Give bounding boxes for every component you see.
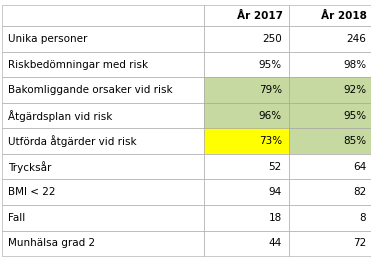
Bar xyxy=(2,77,204,103)
Text: 98%: 98% xyxy=(343,60,366,70)
Bar xyxy=(204,231,289,256)
Bar xyxy=(204,26,289,52)
Bar xyxy=(204,52,289,77)
Text: Riskbedömningar med risk: Riskbedömningar med risk xyxy=(8,60,148,70)
Text: 94: 94 xyxy=(269,187,282,197)
Text: Utförda åtgärder vid risk: Utförda åtgärder vid risk xyxy=(8,135,137,147)
Text: BMI < 22: BMI < 22 xyxy=(8,187,55,197)
Bar xyxy=(2,103,204,128)
Bar xyxy=(2,5,204,26)
Bar xyxy=(2,154,204,179)
Bar xyxy=(2,128,204,154)
Text: 85%: 85% xyxy=(343,136,366,146)
Text: 96%: 96% xyxy=(259,111,282,121)
Bar xyxy=(289,5,371,26)
Bar xyxy=(289,154,371,179)
Bar xyxy=(204,179,289,205)
Text: 18: 18 xyxy=(269,213,282,223)
Bar xyxy=(289,179,371,205)
Text: 8: 8 xyxy=(359,213,366,223)
Bar xyxy=(204,77,289,103)
Bar xyxy=(204,5,289,26)
Text: Bakomliggande orsaker vid risk: Bakomliggande orsaker vid risk xyxy=(8,85,173,95)
Text: 73%: 73% xyxy=(259,136,282,146)
Bar xyxy=(2,179,204,205)
Bar xyxy=(2,231,204,256)
Bar xyxy=(289,52,371,77)
Bar xyxy=(289,26,371,52)
Bar xyxy=(204,103,289,128)
Bar xyxy=(2,26,204,52)
Text: 246: 246 xyxy=(346,34,366,44)
Bar xyxy=(289,231,371,256)
Text: Åtgärdsplan vid risk: Åtgärdsplan vid risk xyxy=(8,110,112,122)
Text: 95%: 95% xyxy=(259,60,282,70)
Bar xyxy=(2,52,204,77)
Text: År 2018: År 2018 xyxy=(321,11,367,21)
Text: 95%: 95% xyxy=(343,111,366,121)
Text: 82: 82 xyxy=(353,187,366,197)
Text: 52: 52 xyxy=(269,162,282,172)
Bar xyxy=(289,128,371,154)
Bar xyxy=(204,128,289,154)
Text: 72: 72 xyxy=(353,238,366,248)
Bar xyxy=(289,77,371,103)
Text: 64: 64 xyxy=(353,162,366,172)
Text: 79%: 79% xyxy=(259,85,282,95)
Bar xyxy=(204,154,289,179)
Bar xyxy=(289,205,371,231)
Text: Fall: Fall xyxy=(8,213,25,223)
Text: Munhälsa grad 2: Munhälsa grad 2 xyxy=(8,238,95,248)
Text: Trycksår: Trycksår xyxy=(8,161,51,173)
Text: År 2017: År 2017 xyxy=(237,11,283,21)
Bar xyxy=(204,205,289,231)
Bar xyxy=(2,205,204,231)
Text: 44: 44 xyxy=(269,238,282,248)
Text: Unika personer: Unika personer xyxy=(8,34,87,44)
Text: 250: 250 xyxy=(262,34,282,44)
Text: 92%: 92% xyxy=(343,85,366,95)
Bar xyxy=(289,103,371,128)
